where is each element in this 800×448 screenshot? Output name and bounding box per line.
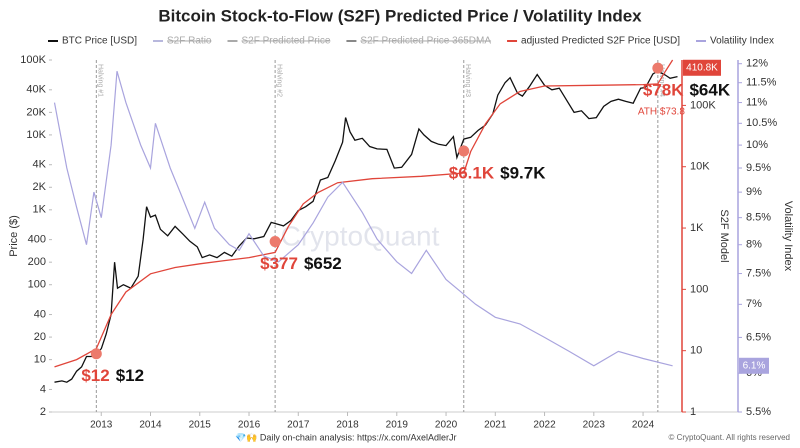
x-tick-label: 2016 [238,420,261,431]
y3-axis-title: Volatility Index [782,201,794,272]
y-tick-label: 10K [26,129,46,141]
y3-tick-label: 7% [746,298,762,310]
x-tick-label: 2018 [336,420,359,431]
predicted-label: $6.1K [449,163,495,182]
y3-tick-label: 9.5% [746,162,771,174]
halving-label: Halving #2 [275,64,282,97]
y2-tick-label: 100K [690,99,716,111]
y3-tick-label: 8% [746,239,762,251]
y3-tick-label: 8.5% [746,212,771,224]
y-tick-label: 100K [20,54,46,66]
x-tick-label: 2020 [435,420,458,431]
price-label: $652 [304,254,342,273]
y-tick-label: 100 [28,279,46,291]
x-tick-label: 2022 [533,420,556,431]
halving-dot [269,236,281,248]
y-tick-label: 40 [34,308,46,320]
series-line [54,70,678,383]
y2-axis-title: S2F Model [718,209,730,262]
legend-label: BTC Price [USD] [62,36,137,47]
series-line [54,59,674,368]
y3-marker [739,357,769,374]
y-tick-label: 2K [33,181,47,193]
predicted-label: $377 [260,254,298,273]
predicted-label: $12 [81,366,109,385]
x-tick-label: 2019 [386,420,409,431]
halving-dot [90,348,102,360]
y3-tick-label: 9% [746,186,762,198]
x-tick-label: 2021 [484,420,507,431]
legend-label: S2F Predicted Price 365DMA [360,36,491,47]
y3-tick-label: 11.5% [746,77,777,89]
y3-marker-label: 6.1% [743,360,766,371]
price-label: $12 [116,366,144,385]
copyright: © CryptoQuant. All rights reserved [669,433,791,442]
y3-tick-label: 11% [746,96,767,108]
x-tick-label: 2013 [90,420,113,431]
y-tick-label: 10 [34,354,46,366]
halving-dot [458,145,470,157]
x-tick-label: 2024 [632,420,655,431]
y3-tick-label: 10% [746,139,768,151]
series-line [53,71,673,367]
price-label: $64K [689,81,730,100]
halving-label: Halving #3 [464,64,471,97]
y-tick-label: 2 [40,406,46,418]
watermark: CryptoQuant [281,220,440,251]
y-tick-label: 4K [33,159,47,171]
y3-tick-label: 12% [746,58,768,70]
legend-label: S2F Ratio [167,36,212,47]
y-tick-label: 200 [28,256,46,268]
halving-label: Halving #4 [658,64,665,97]
halving-label: Halving #1 [96,64,103,97]
y-tick-label: 40K [26,84,46,96]
y2-tick-label: 1K [690,222,704,234]
y3-tick-label: 6.5% [746,331,771,343]
y-axis-title: Price ($) [8,215,20,257]
x-tick-label: 2017 [287,420,310,431]
y3-tick-label: 5.5% [746,406,771,418]
y3-tick-label: 10.5% [746,117,777,129]
y-tick-label: 20 [34,331,46,343]
footer: 💎🙌 Daily on-chain analysis: https://x.co… [235,432,457,442]
note-label: ATH $73.8 [638,107,685,118]
y-tick-label: 4 [40,383,46,395]
x-tick-label: 2015 [189,420,212,431]
legend-label: adjusted Predicted S2F Price [USD] [521,36,680,47]
y2-marker [683,59,721,76]
price-label: $9.7K [500,163,546,182]
x-tick-label: 2014 [139,420,162,431]
x-tick-label: 2023 [583,420,606,431]
y-tick-label: 400 [28,234,46,246]
chart-title: Bitcoin Stock-to-Flow (S2F) Predicted Pr… [158,6,642,25]
y2-tick-label: 1 [690,406,696,418]
y2-tick-label: 10 [690,345,702,357]
legend-label: Volatility Index [710,36,774,47]
y2-tick-label: 10K [690,161,710,173]
y2-marker-label: 410.8K [686,62,718,73]
y-tick-label: 1K [33,204,47,216]
halving-dot [652,62,664,74]
legend-label: S2F Predicted Price [241,36,330,47]
predicted-label: $78K [643,81,684,100]
y-tick-label: 20K [26,106,46,118]
y2-tick-label: 100 [690,283,708,295]
y3-tick-label: 7.5% [746,267,771,279]
